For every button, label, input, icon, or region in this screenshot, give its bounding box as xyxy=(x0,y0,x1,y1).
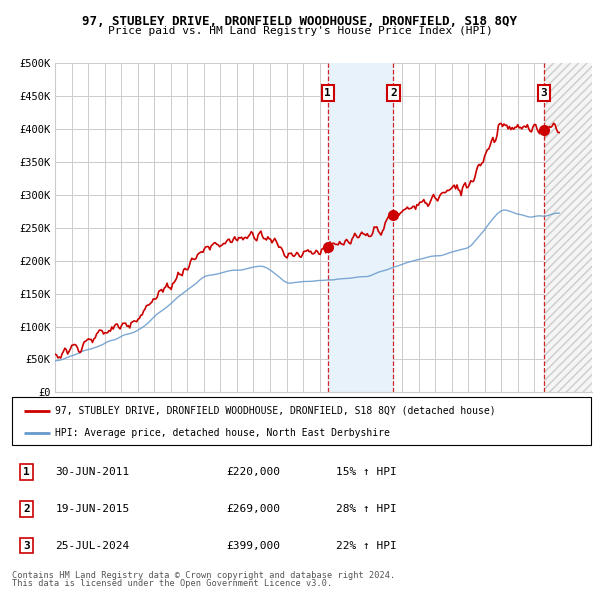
Bar xyxy=(544,63,592,392)
FancyBboxPatch shape xyxy=(12,397,591,445)
Text: 25-JUL-2024: 25-JUL-2024 xyxy=(55,540,130,550)
Text: Contains HM Land Registry data © Crown copyright and database right 2024.: Contains HM Land Registry data © Crown c… xyxy=(12,571,395,579)
Text: 15% ↑ HPI: 15% ↑ HPI xyxy=(336,467,397,477)
Text: 1: 1 xyxy=(325,88,331,98)
Text: 2: 2 xyxy=(390,88,397,98)
Text: 1: 1 xyxy=(23,467,30,477)
Text: 28% ↑ HPI: 28% ↑ HPI xyxy=(336,504,397,514)
Text: HPI: Average price, detached house, North East Derbyshire: HPI: Average price, detached house, Nort… xyxy=(55,428,391,438)
Text: 30-JUN-2011: 30-JUN-2011 xyxy=(55,467,130,477)
Text: 97, STUBLEY DRIVE, DRONFIELD WOODHOUSE, DRONFIELD, S18 8QY (detached house): 97, STUBLEY DRIVE, DRONFIELD WOODHOUSE, … xyxy=(55,405,496,415)
Text: 2: 2 xyxy=(23,504,30,514)
Bar xyxy=(328,63,394,392)
Text: 19-JUN-2015: 19-JUN-2015 xyxy=(55,504,130,514)
Text: Price paid vs. HM Land Registry's House Price Index (HPI): Price paid vs. HM Land Registry's House … xyxy=(107,26,493,36)
Text: £269,000: £269,000 xyxy=(226,504,280,514)
Bar xyxy=(544,63,592,392)
Text: £399,000: £399,000 xyxy=(226,540,280,550)
Text: This data is licensed under the Open Government Licence v3.0.: This data is licensed under the Open Gov… xyxy=(12,579,332,588)
Text: 97, STUBLEY DRIVE, DRONFIELD WOODHOUSE, DRONFIELD, S18 8QY: 97, STUBLEY DRIVE, DRONFIELD WOODHOUSE, … xyxy=(83,15,517,28)
Text: 22% ↑ HPI: 22% ↑ HPI xyxy=(336,540,397,550)
Text: £220,000: £220,000 xyxy=(226,467,280,477)
Text: 3: 3 xyxy=(541,88,547,98)
Text: 3: 3 xyxy=(23,540,30,550)
